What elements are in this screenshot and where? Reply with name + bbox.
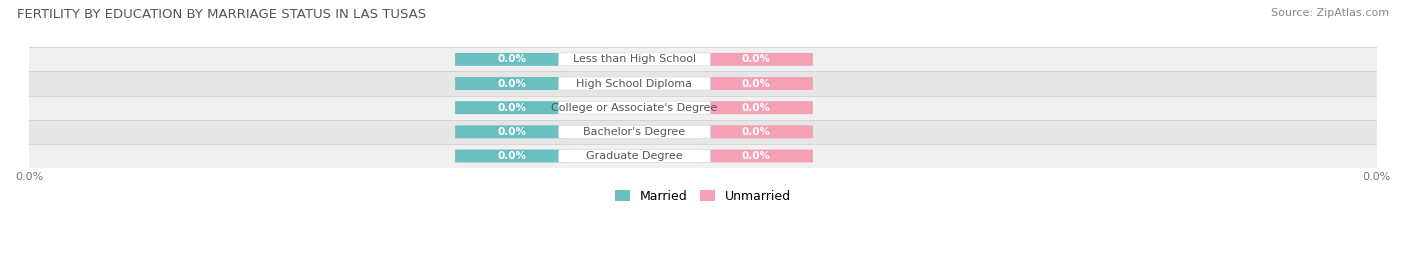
FancyBboxPatch shape (700, 125, 813, 138)
FancyBboxPatch shape (558, 101, 710, 114)
Text: Graduate Degree: Graduate Degree (586, 151, 683, 161)
Text: College or Associate's Degree: College or Associate's Degree (551, 103, 717, 113)
Bar (30, 120, 1376, 144)
FancyBboxPatch shape (456, 125, 569, 138)
FancyBboxPatch shape (456, 150, 569, 162)
Bar (30, 95, 1376, 120)
Bar (30, 144, 1376, 168)
Text: Source: ZipAtlas.com: Source: ZipAtlas.com (1271, 8, 1389, 18)
Text: 0.0%: 0.0% (742, 54, 770, 64)
Text: 0.0%: 0.0% (498, 127, 527, 137)
Text: High School Diploma: High School Diploma (576, 79, 693, 89)
FancyBboxPatch shape (700, 150, 813, 162)
Text: 0.0%: 0.0% (742, 79, 770, 89)
Text: Less than High School: Less than High School (572, 54, 696, 64)
Text: 0.0%: 0.0% (742, 151, 770, 161)
FancyBboxPatch shape (700, 101, 813, 114)
Bar (30, 47, 1376, 72)
Text: 0.0%: 0.0% (498, 79, 527, 89)
Legend: Married, Unmarried: Married, Unmarried (610, 185, 796, 208)
Text: 0.0%: 0.0% (498, 151, 527, 161)
FancyBboxPatch shape (558, 53, 710, 66)
FancyBboxPatch shape (558, 150, 710, 162)
FancyBboxPatch shape (700, 77, 813, 90)
Text: FERTILITY BY EDUCATION BY MARRIAGE STATUS IN LAS TUSAS: FERTILITY BY EDUCATION BY MARRIAGE STATU… (17, 8, 426, 21)
FancyBboxPatch shape (456, 53, 569, 66)
Text: 0.0%: 0.0% (498, 54, 527, 64)
Text: Bachelor's Degree: Bachelor's Degree (583, 127, 686, 137)
Text: 0.0%: 0.0% (742, 127, 770, 137)
FancyBboxPatch shape (558, 77, 710, 90)
FancyBboxPatch shape (700, 53, 813, 66)
Bar (30, 72, 1376, 95)
Text: 0.0%: 0.0% (742, 103, 770, 113)
FancyBboxPatch shape (456, 101, 569, 114)
FancyBboxPatch shape (456, 77, 569, 90)
FancyBboxPatch shape (558, 125, 710, 138)
Text: 0.0%: 0.0% (498, 103, 527, 113)
